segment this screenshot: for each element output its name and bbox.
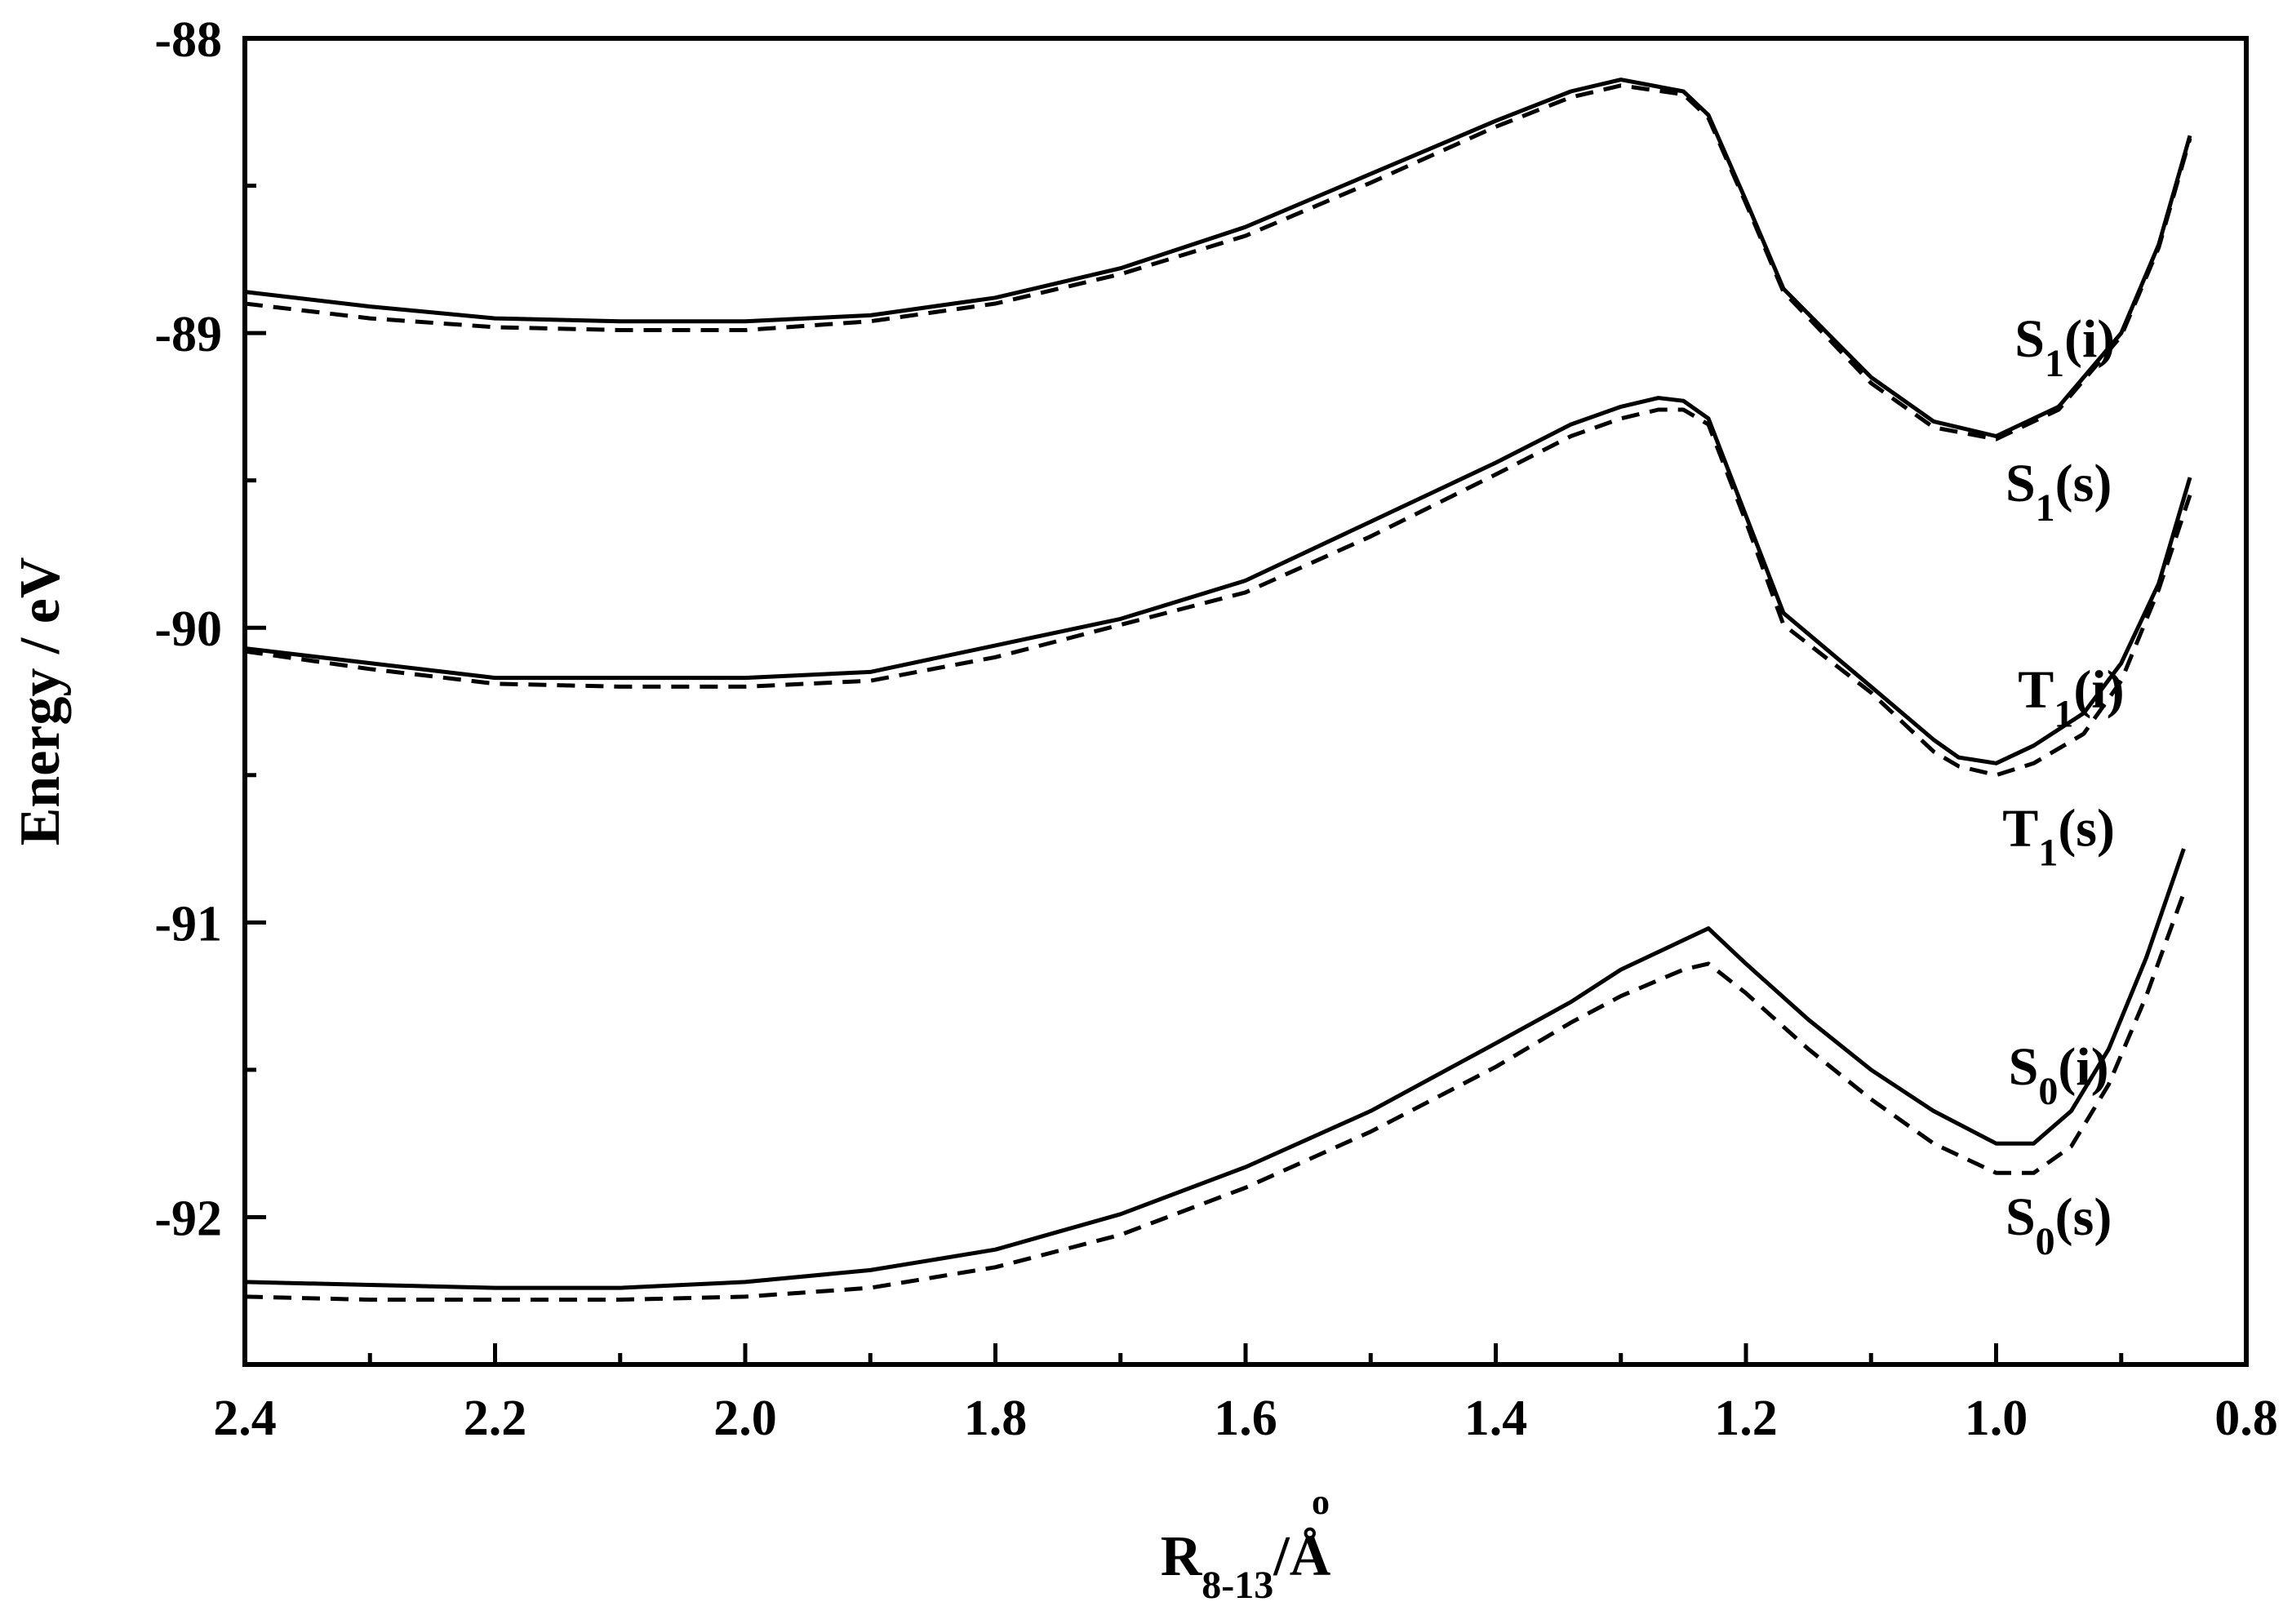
curve-label: S1(i) bbox=[2014, 309, 2115, 385]
x-tick-label: 2.2 bbox=[464, 1391, 527, 1446]
angstrom-ring-mark: o bbox=[1312, 1482, 1330, 1522]
curve-t1-s bbox=[244, 407, 2192, 778]
x-tick-label: 1.8 bbox=[964, 1391, 1028, 1446]
curve-label-tail: (i) bbox=[2073, 660, 2124, 720]
curve-label: T1(i) bbox=[2018, 660, 2124, 736]
x-axis-title-unit: /Å bbox=[1273, 1525, 1330, 1588]
x-axis-title-main: R bbox=[1161, 1525, 1203, 1588]
curve-label-main: T bbox=[2018, 660, 2054, 720]
curve-label-subscript: 0 bbox=[2038, 1070, 2058, 1113]
curve-t1-i bbox=[244, 396, 2192, 765]
curve-s0-i bbox=[244, 848, 2186, 1290]
x-tick-label: 1.2 bbox=[1714, 1391, 1778, 1446]
curve-s1-s bbox=[244, 83, 2192, 441]
curve-label-subscript: 1 bbox=[2036, 486, 2055, 530]
curve-label-main: T bbox=[2002, 798, 2038, 858]
y-tick-label: -90 bbox=[154, 601, 222, 657]
curve-label-subscript: 1 bbox=[2038, 831, 2058, 874]
curve-label-subscript: 0 bbox=[2036, 1220, 2055, 1263]
y-axis-title: Energy / eV bbox=[9, 557, 72, 846]
x-tick-label: 0.8 bbox=[2214, 1391, 2278, 1446]
curve-label-tail: (s) bbox=[2058, 798, 2115, 858]
curves bbox=[244, 78, 2192, 1302]
curve-label-tail: (i) bbox=[2064, 309, 2115, 369]
x-tick-label: 2.0 bbox=[713, 1391, 777, 1446]
x-axis-title: R8-13/Å bbox=[1161, 1525, 1331, 1607]
y-tick-label: -88 bbox=[154, 12, 222, 68]
curve-s0-s bbox=[244, 892, 2186, 1302]
curve-label: S0(i) bbox=[2009, 1037, 2109, 1113]
x-tick-label: 1.6 bbox=[1214, 1391, 1277, 1446]
curve-label-subscript: 1 bbox=[2054, 693, 2073, 736]
x-axis: 2.4 2.2 2.0 1.8 1.6 1.4 1.2 1.0 0.8 bbox=[213, 1343, 2278, 1446]
plot-area bbox=[242, 36, 2249, 1367]
x-tick-label: 2.4 bbox=[213, 1391, 277, 1446]
y-tick-label: -89 bbox=[154, 307, 222, 362]
curve-label: T1(s) bbox=[2002, 798, 2115, 874]
curve-label: S1(s) bbox=[2006, 454, 2112, 530]
curve-label-tail: (s) bbox=[2055, 1187, 2112, 1247]
x-axis-title-subscript: 8-13 bbox=[1202, 1564, 1273, 1607]
curve-label-main: S bbox=[2009, 1037, 2039, 1097]
y-tick-label: -92 bbox=[154, 1191, 222, 1246]
x-tick-label: 1.4 bbox=[1464, 1391, 1528, 1446]
curve-label-tail: (s) bbox=[2055, 454, 2112, 513]
curve-label-main: S bbox=[2006, 1187, 2036, 1247]
curve-label-subscript: 1 bbox=[2045, 342, 2064, 385]
x-tick-label: 1.0 bbox=[1965, 1391, 2028, 1446]
curve-label-tail: (i) bbox=[2058, 1037, 2108, 1097]
curve-label-main: S bbox=[2006, 454, 2036, 513]
curve-s1-i bbox=[244, 78, 2192, 438]
curve-labels: S1(i)S1(s)T1(i)T1(s)S0(i)S0(s) bbox=[2002, 309, 2124, 1263]
curve-label: S0(s) bbox=[2006, 1187, 2112, 1263]
y-axis: -88 -89 -90 -91 -92 bbox=[154, 12, 266, 1367]
curve-label-main: S bbox=[2014, 309, 2045, 369]
y-tick-label: -91 bbox=[154, 896, 222, 952]
